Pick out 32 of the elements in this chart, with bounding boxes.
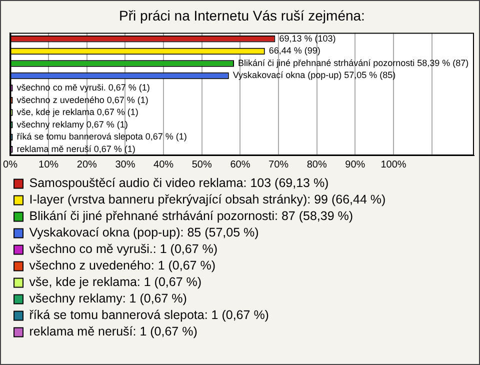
data-label: všechno co mě vyruši. 0,67 % (1) xyxy=(16,82,150,92)
data-label: reklama mě neruší 0,67 % (1) xyxy=(16,144,136,154)
legend-label: všechno z uvedeného: 1 (0,67 %) xyxy=(29,258,216,273)
x-tick-label: 90% xyxy=(345,159,366,170)
data-label: Vyskakovací okna (pop-up) 57,05 % (85) xyxy=(232,70,396,80)
x-tick-label: 100% xyxy=(380,159,406,170)
data-label: všechny reklamy 0,67 % (1) xyxy=(16,119,128,130)
legend-label: Samospouštěcí audio či video reklama: 103 (69,13 %) xyxy=(29,176,329,190)
data-label: vše, kde je reklama 0,67 % (1) xyxy=(16,107,138,118)
chart-title: Při práci na Internetu Vás ruší zejména: xyxy=(119,7,365,24)
data-label: 66,44 % (99) xyxy=(268,46,320,56)
x-tick-label: 60% xyxy=(230,159,250,170)
data-label: Blikání či jiné přehnané strhávání pozornosti 58,39 % (87) xyxy=(238,58,469,68)
data-label: všechno z uvedeného 0,67 % (1) xyxy=(16,94,148,105)
x-tick-label: 10% xyxy=(38,159,59,170)
data-label: říká se tomu bannerová slepota 0,67 % (1) xyxy=(16,132,187,142)
legend-label: všechny reklamy: 1 (0,67 %) xyxy=(29,292,187,306)
x-tick-label: 80% xyxy=(306,159,327,170)
x-tick-label: 20% xyxy=(76,159,97,170)
legend-label: všechno co mě vyruši.: 1 (0,67 %) xyxy=(29,242,218,256)
legend-label: reklama mě neruší: 1 (0,67 %) xyxy=(29,324,198,339)
x-tick-label: 70% xyxy=(268,159,289,170)
legend-label: I-layer (vrstva banneru překrývající obsah stránky): 99 (66,44 %) xyxy=(29,192,386,207)
legend-label: Vyskakovací okna (pop-up): 85 (57,05 %) xyxy=(29,226,259,240)
x-tick-label: 40% xyxy=(154,159,174,170)
x-tick-label: 0% xyxy=(3,159,18,170)
legend-label: říká se tomu bannerová slepota: 1 (0,67 %) xyxy=(29,308,269,322)
x-tick-label: 30% xyxy=(115,159,136,170)
x-tick-label: 50% xyxy=(192,159,212,170)
legend-label: Blikání či jiné přehnané strhávání pozornosti: 87 (58,39 %) xyxy=(29,209,354,224)
legend-label: vše, kde je reklama: 1 (0,67 %) xyxy=(29,275,202,290)
data-label: 69,13 % (103) xyxy=(279,33,336,44)
